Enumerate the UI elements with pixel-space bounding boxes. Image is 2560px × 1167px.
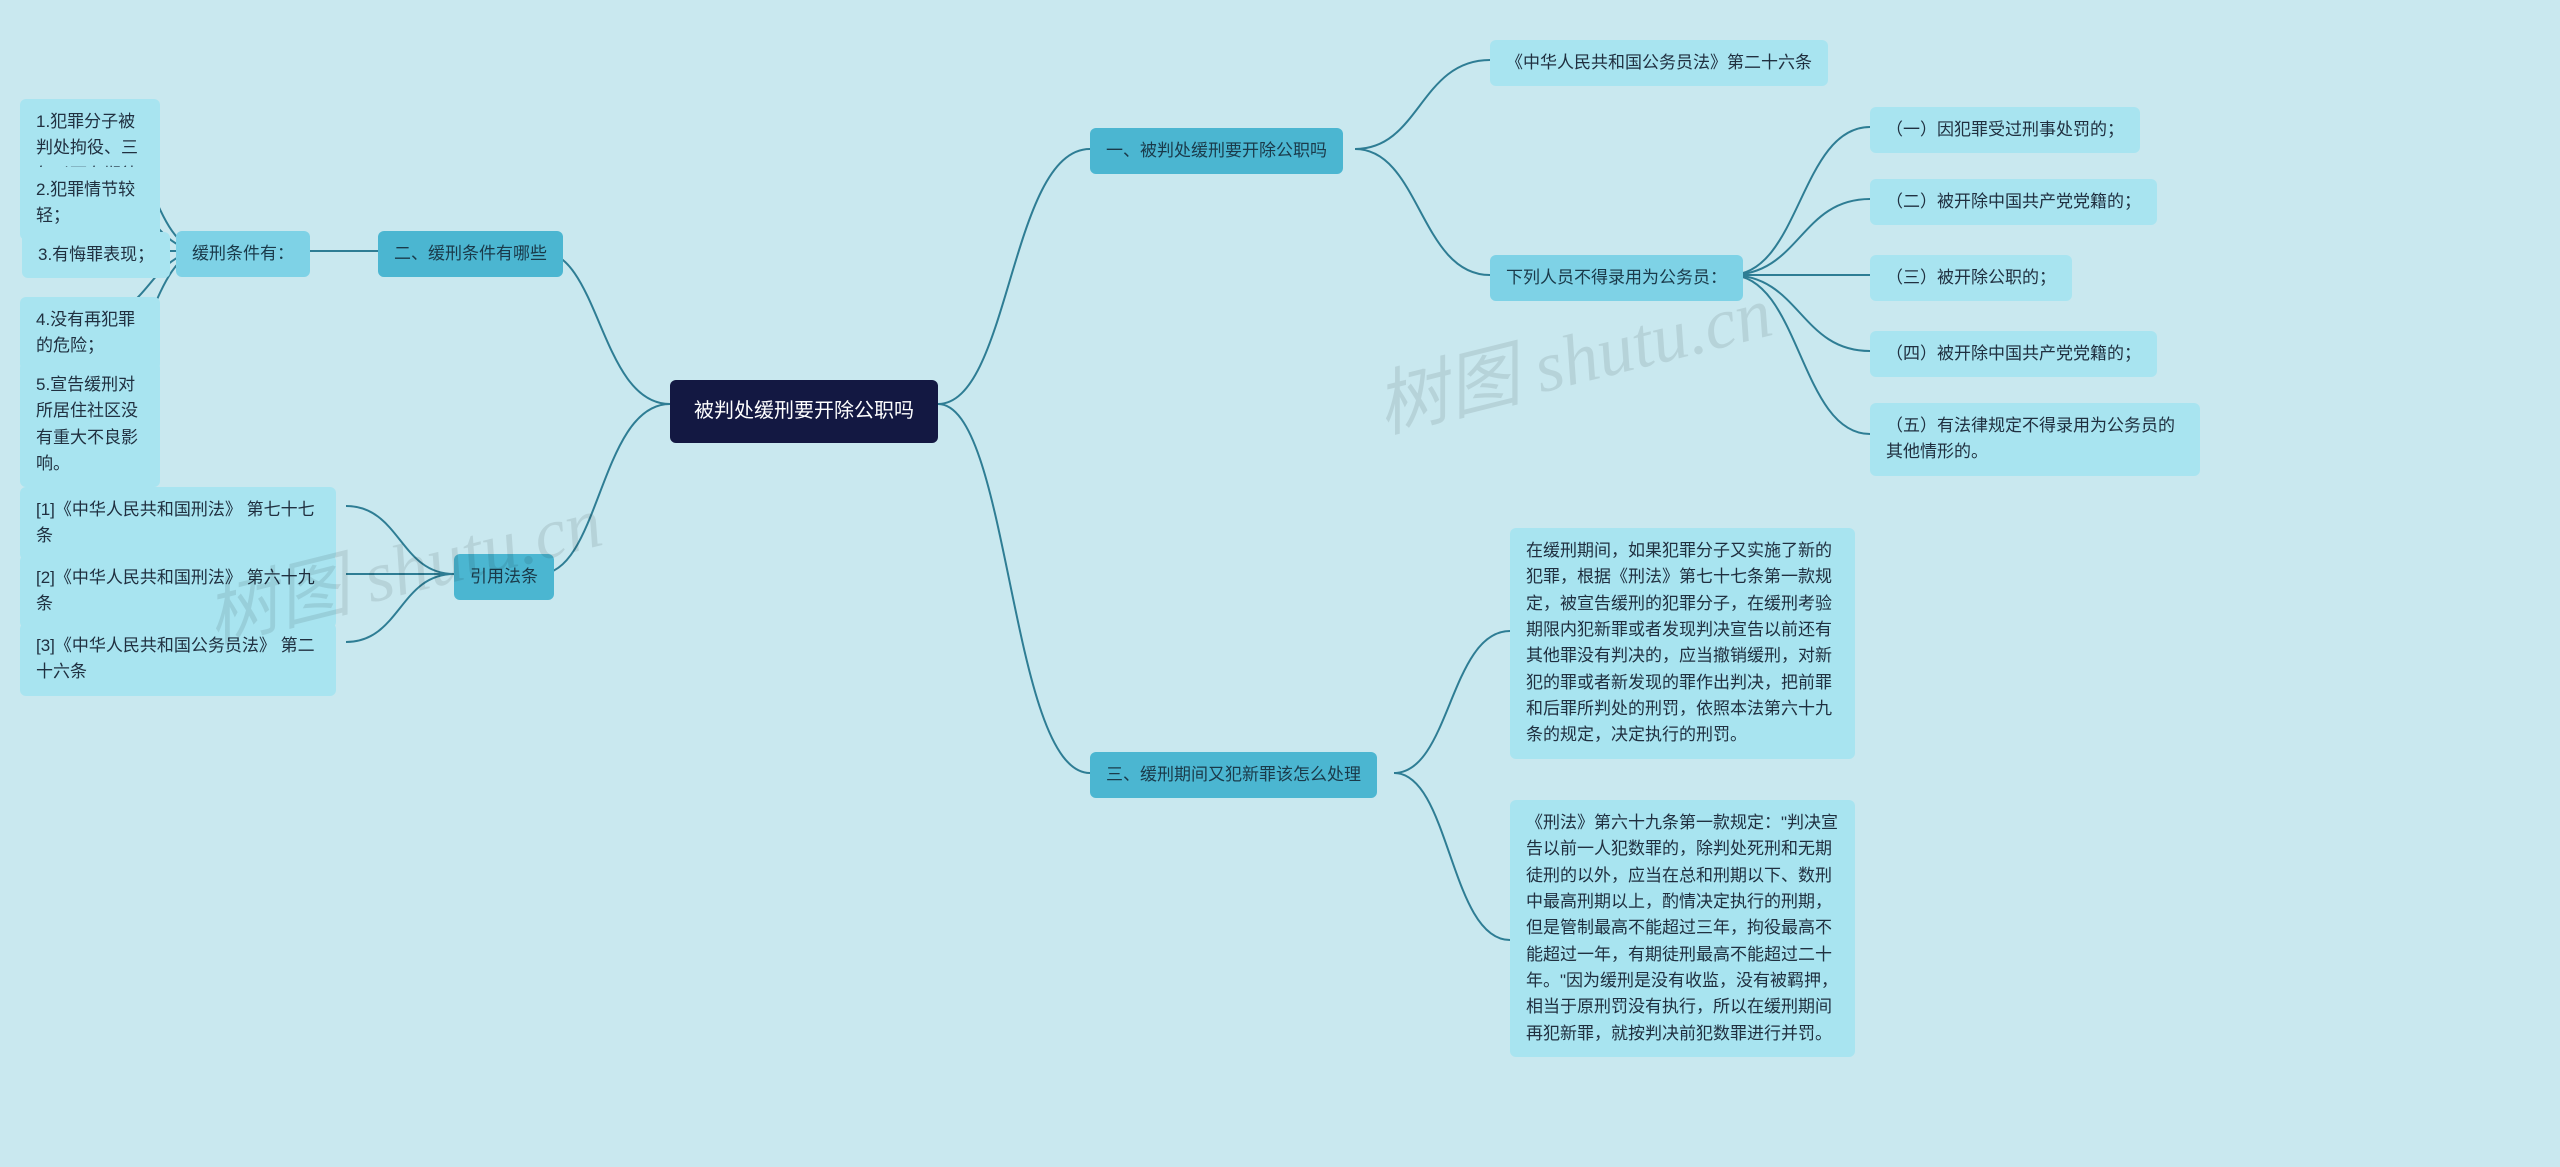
b2-item-4: 4.没有再犯罪的危险；: [20, 297, 160, 370]
b4-item-2: [2]《中华人民共和国刑法》 第六十九条: [20, 555, 336, 628]
branch-1: 一、被判处缓刑要开除公职吗: [1090, 128, 1343, 174]
b2-item-5: 5.宣告缓刑对所居住社区没有重大不良影响。: [20, 362, 160, 487]
b1-c2-item-2: （二）被开除中国共产党党籍的；: [1870, 179, 2157, 225]
b2-item-2: 2.犯罪情节较轻；: [20, 167, 160, 240]
b1-c2-item-5: （五）有法律规定不得录用为公务员的其他情形的。: [1870, 403, 2200, 476]
branch-3-para-2: 《刑法》第六十九条第一款规定："判决宣告以前一人犯数罪的，除判处死刑和无期徒刑的…: [1510, 800, 1855, 1057]
b1-c2-item-4: （四）被开除中国共产党党籍的；: [1870, 331, 2157, 377]
b4-item-1: [1]《中华人民共和国刑法》 第七十七条: [20, 487, 336, 560]
branch-2: 二、缓刑条件有哪些: [378, 231, 563, 277]
branch-1-child-2: 下列人员不得录用为公务员：: [1490, 255, 1743, 301]
b2-item-3: 3.有悔罪表现；: [22, 232, 170, 278]
branch-4: 引用法条: [454, 554, 554, 600]
branch-3: 三、缓刑期间又犯新罪该怎么处理: [1090, 752, 1377, 798]
root-node: 被判处缓刑要开除公职吗: [670, 380, 938, 443]
connector-layer: [0, 0, 2560, 1167]
branch-3-para-1: 在缓刑期间，如果犯罪分子又实施了新的犯罪，根据《刑法》第七十七条第一款规定，被宣…: [1510, 528, 1855, 759]
b1-c2-item-3: （三）被开除公职的；: [1870, 255, 2072, 301]
branch-1-child-1: 《中华人民共和国公务员法》第二十六条: [1490, 40, 1828, 86]
branch-2-sub: 缓刑条件有：: [176, 231, 310, 277]
b1-c2-item-1: （一）因犯罪受过刑事处罚的；: [1870, 107, 2140, 153]
b4-item-3: [3]《中华人民共和国公务员法》 第二十六条: [20, 623, 336, 696]
